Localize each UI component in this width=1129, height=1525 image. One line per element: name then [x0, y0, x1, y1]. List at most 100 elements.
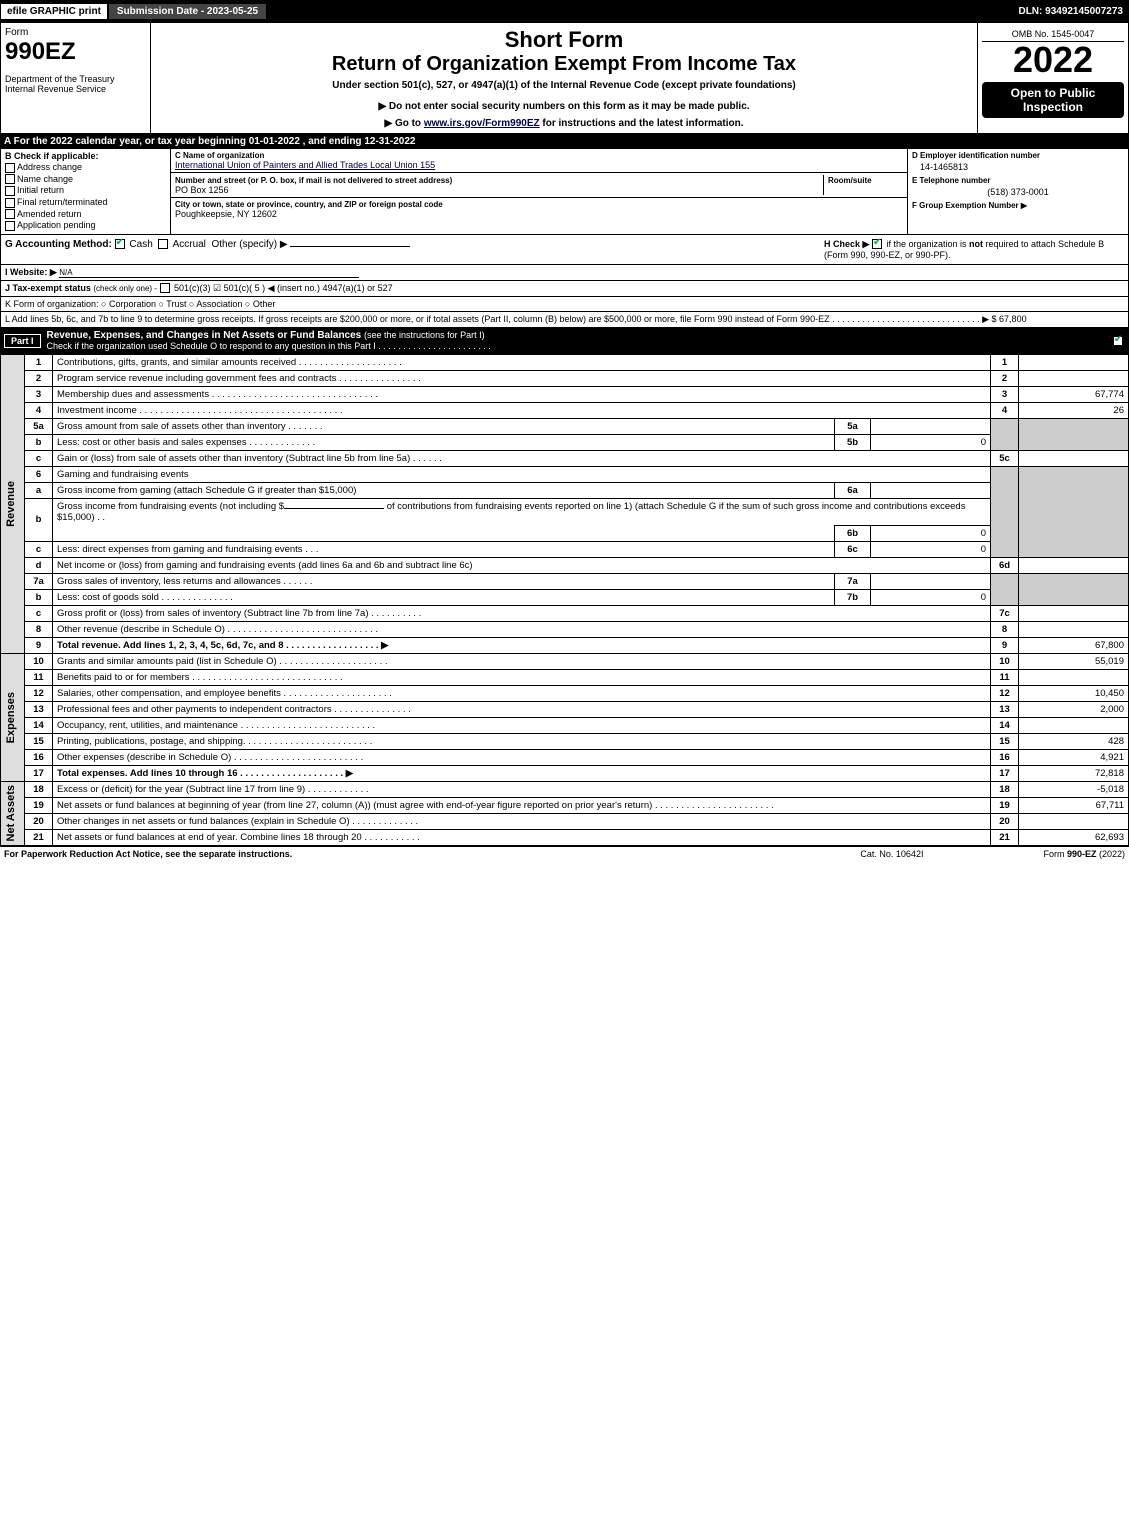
check-amended[interactable]: Amended return	[5, 209, 166, 220]
efile-print-label[interactable]: efile GRAPHIC print	[0, 3, 108, 20]
row-g-h: G Accounting Method: Cash Accrual Other …	[0, 235, 1129, 265]
row-k: K Form of organization: ○ Corporation ○ …	[0, 297, 1129, 312]
line-19: 19Net assets or fund balances at beginni…	[1, 797, 1129, 813]
return-title: Return of Organization Exempt From Incom…	[155, 53, 973, 76]
row-h: H Check ▶ if the organization is not req…	[824, 239, 1124, 260]
check-cash[interactable]	[115, 239, 125, 249]
form-header: Form 990EZ Department of the Treasury In…	[0, 22, 1129, 134]
section-b-right: D Employer identification number 14-1465…	[908, 149, 1128, 234]
line-3: 3Membership dues and assessments . . . .…	[1, 386, 1129, 402]
city-label: City or town, state or province, country…	[175, 200, 903, 209]
check-501c3[interactable]	[160, 283, 170, 293]
under-section-text: Under section 501(c), 527, or 4947(a)(1)…	[155, 80, 973, 91]
line-9: 9Total revenue. Add lines 1, 2, 3, 4, 5c…	[1, 637, 1129, 653]
room-label: Room/suite	[828, 176, 872, 185]
form-ref: Form 990-EZ (2022)	[1043, 849, 1125, 859]
j-label: J Tax-exempt status	[5, 283, 91, 293]
revenue-side-label: Revenue	[5, 481, 17, 527]
line-6c: cLess: direct expenses from gaming and f…	[1, 541, 1129, 557]
open-to-public: Open to Public Inspection	[982, 82, 1124, 118]
city-cell: City or town, state or province, country…	[171, 198, 907, 221]
irs-link[interactable]: www.irs.gov/Form990EZ	[424, 118, 540, 129]
line-16: 16Other expenses (describe in Schedule O…	[1, 749, 1129, 765]
line-12: 12Salaries, other compensation, and empl…	[1, 685, 1129, 701]
line-6b: 6b0	[1, 525, 1129, 541]
part1-label: Part I	[4, 334, 41, 348]
row-g: G Accounting Method: Cash Accrual Other …	[5, 239, 824, 260]
row-j: J Tax-exempt status (check only one) - 5…	[0, 281, 1129, 297]
line-2: 2Program service revenue including gover…	[1, 370, 1129, 386]
line-5c: cGain or (loss) from sale of assets othe…	[1, 450, 1129, 466]
submission-date: Submission Date - 2023-05-25	[108, 3, 267, 20]
g-label: G Accounting Method:	[5, 239, 112, 250]
form-word: Form	[5, 27, 146, 38]
part1-title: Revenue, Expenses, and Changes in Net As…	[47, 330, 1113, 352]
c-label: C Name of organization	[175, 151, 903, 160]
check-name-change[interactable]: Name change	[5, 174, 166, 185]
expenses-side-label: Expenses	[5, 692, 17, 743]
line-15: 15Printing, publications, postage, and s…	[1, 733, 1129, 749]
d-ein-label: D Employer identification number	[912, 151, 1124, 160]
department-label: Department of the Treasury Internal Reve…	[5, 74, 146, 94]
paperwork-notice: For Paperwork Reduction Act Notice, see …	[4, 849, 860, 859]
line-1: Revenue 1Contributions, gifts, grants, a…	[1, 354, 1129, 370]
goto-post: for instructions and the latest informat…	[540, 118, 744, 129]
org-name-cell: C Name of organization International Uni…	[171, 149, 907, 173]
section-b-org-info: C Name of organization International Uni…	[171, 149, 908, 234]
netassets-side-label: Net Assets	[5, 785, 17, 841]
line-4: 4Investment income . . . . . . . . . . .…	[1, 402, 1129, 418]
street-label: Number and street (or P. O. box, if mail…	[175, 176, 452, 185]
short-form-title: Short Form	[155, 27, 973, 53]
row-i: I Website: ▶ N/A	[0, 265, 1129, 281]
phone-value: (518) 373-0001	[912, 187, 1124, 197]
tax-year: 2022	[982, 42, 1124, 78]
check-accrual[interactable]	[158, 239, 168, 249]
f-group-label: F Group Exemption Number ▶	[912, 201, 1124, 210]
check-final-return[interactable]: Final return/terminated	[5, 197, 166, 208]
check-initial-return[interactable]: Initial return	[5, 185, 166, 196]
goto-text: ▶ Go to www.irs.gov/Form990EZ for instru…	[155, 118, 973, 129]
line-6a: aGross income from gaming (attach Schedu…	[1, 482, 1129, 498]
check-address-change[interactable]: Address change	[5, 162, 166, 173]
line-10: Expenses 10Grants and similar amounts pa…	[1, 653, 1129, 669]
section-b: B Check if applicable: Address change Na…	[0, 149, 1129, 235]
do-not-enter-text: ▶ Do not enter social security numbers o…	[155, 101, 973, 112]
line-6b-desc: bGross income from fundraising events (n…	[1, 498, 1129, 525]
row-l-text: L Add lines 5b, 6c, and 7b to line 9 to …	[5, 314, 997, 324]
row-a-calendar-year: A For the 2022 calendar year, or tax yea…	[0, 134, 1129, 149]
line-8: 8Other revenue (describe in Schedule O) …	[1, 621, 1129, 637]
line-18: Net Assets 18Excess or (deficit) for the…	[1, 781, 1129, 797]
line-7b: bLess: cost of goods sold . . . . . . . …	[1, 589, 1129, 605]
line-6: 6Gaming and fundraising events	[1, 466, 1129, 482]
goto-pre: ▶ Go to	[384, 118, 423, 129]
row-l: L Add lines 5b, 6c, and 7b to line 9 to …	[0, 312, 1129, 328]
check-schedule-o[interactable]	[1113, 336, 1123, 346]
j-sub: (check only one) -	[93, 284, 157, 293]
header-right: OMB No. 1545-0047 2022 Open to Public In…	[978, 23, 1128, 133]
line-5b: bLess: cost or other basis and sales exp…	[1, 434, 1129, 450]
line-14: 14Occupancy, rent, utilities, and mainte…	[1, 717, 1129, 733]
row-l-amount: 67,800	[999, 314, 1027, 324]
header-center: Short Form Return of Organization Exempt…	[151, 23, 978, 133]
e-phone-label: E Telephone number	[912, 176, 1124, 185]
line-11: 11Benefits paid to or for members . . . …	[1, 669, 1129, 685]
line-13: 13Professional fees and other payments t…	[1, 701, 1129, 717]
ein-value: 14-1465813	[920, 162, 1124, 172]
check-application-pending[interactable]: Application pending	[5, 220, 166, 231]
line-21: 21Net assets or fund balances at end of …	[1, 829, 1129, 845]
line-5a: 5aGross amount from sale of assets other…	[1, 418, 1129, 434]
i-label: I Website: ▶	[5, 267, 57, 277]
top-bar: efile GRAPHIC print Submission Date - 20…	[0, 0, 1129, 22]
line-20: 20Other changes in net assets or fund ba…	[1, 813, 1129, 829]
page-footer: For Paperwork Reduction Act Notice, see …	[0, 846, 1129, 861]
city-value: Poughkeepsie, NY 12602	[175, 209, 903, 219]
dln-number: DLN: 93492145007273	[1018, 6, 1129, 17]
check-h[interactable]	[872, 239, 882, 249]
line-7a: 7aGross sales of inventory, less returns…	[1, 573, 1129, 589]
cat-no: Cat. No. 10642I	[860, 849, 923, 859]
part1-table: Revenue 1Contributions, gifts, grants, a…	[0, 354, 1129, 846]
header-left: Form 990EZ Department of the Treasury In…	[1, 23, 151, 133]
org-name[interactable]: International Union of Painters and Alli…	[175, 160, 903, 170]
h-label: H Check ▶	[824, 239, 869, 249]
website-value: N/A	[59, 268, 359, 278]
